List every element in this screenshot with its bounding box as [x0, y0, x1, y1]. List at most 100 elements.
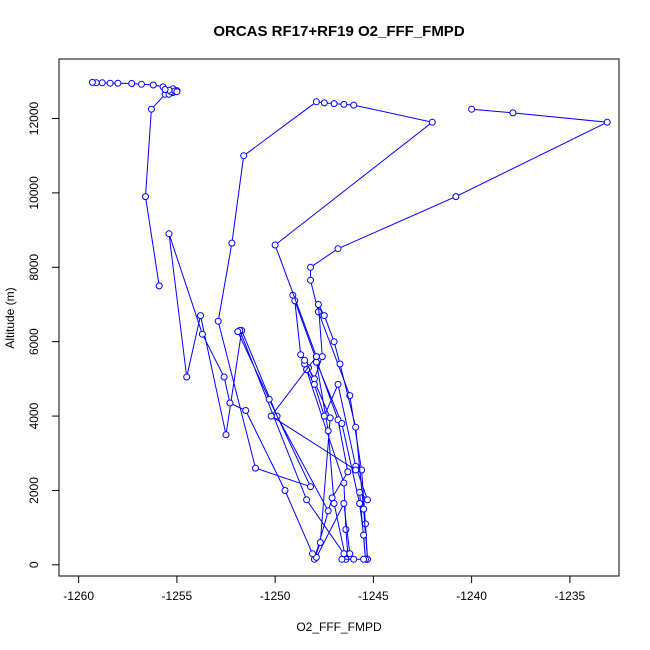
series-line — [217, 101, 434, 554]
data-point — [452, 193, 460, 201]
data-point — [326, 414, 334, 422]
series-1 — [307, 105, 611, 563]
data-point — [98, 79, 106, 87]
y-tick-label: 4000 — [27, 402, 41, 429]
data-point — [307, 483, 314, 491]
data-point — [509, 109, 517, 117]
data-point — [220, 373, 228, 381]
data-point — [318, 353, 326, 361]
data-point — [344, 468, 352, 476]
y-axis: 0 2000 4000 6000 8000 10000 12000 — [27, 102, 60, 568]
data-point — [342, 526, 350, 533]
data-point — [307, 276, 314, 284]
data-point — [310, 380, 318, 388]
data-point — [155, 282, 163, 290]
data-point — [267, 412, 275, 420]
y-tick-label: 10000 — [27, 176, 41, 210]
data-point — [252, 464, 259, 472]
y-axis-label: Altitude (m) — [3, 287, 17, 348]
data-point — [234, 328, 242, 336]
y-tick-label: 2000 — [27, 477, 41, 504]
series-2 — [289, 291, 371, 563]
series-line — [310, 108, 609, 560]
data-point — [336, 360, 344, 368]
data-point — [360, 531, 368, 539]
y-tick-label: 8000 — [27, 254, 41, 281]
data-point — [356, 500, 364, 507]
plot-frame — [58, 58, 620, 577]
data-point — [173, 88, 181, 96]
data-point — [312, 98, 320, 106]
data-point — [314, 301, 322, 308]
data-point — [149, 81, 157, 89]
data-point — [360, 505, 368, 513]
x-axis-label: O2_FFF_FMPD — [296, 620, 382, 634]
data-point — [242, 407, 250, 414]
y-tick-label: 0 — [27, 561, 41, 568]
data-point — [303, 496, 311, 504]
data-point — [350, 555, 358, 563]
x-tick-label: -1260 — [63, 589, 94, 603]
data-point — [364, 496, 371, 504]
data-point — [330, 500, 338, 507]
data-point — [350, 101, 358, 109]
data-point — [362, 520, 369, 528]
data-point — [309, 550, 316, 558]
y-tick-label: 6000 — [27, 328, 41, 355]
data-point — [142, 193, 149, 201]
data-point — [312, 353, 320, 361]
data-point — [468, 105, 476, 113]
data-point — [183, 373, 191, 381]
chart-title: ORCAS RF17+RF19 O2_FFF_FMPD — [213, 23, 464, 40]
series-4 — [214, 98, 436, 558]
data-point — [340, 550, 348, 558]
data-point — [340, 500, 348, 507]
x-tick-label: -1240 — [456, 589, 487, 603]
series-6 — [161, 86, 181, 98]
data-point — [356, 488, 364, 496]
data-point — [265, 395, 273, 403]
data-point — [338, 420, 346, 427]
data-series-layer — [88, 78, 611, 563]
data-point — [197, 312, 204, 320]
data-point — [330, 100, 338, 108]
data-point — [114, 79, 122, 87]
data-point — [346, 550, 354, 558]
data-point — [240, 152, 248, 160]
series-line — [92, 81, 179, 286]
data-point — [338, 555, 346, 563]
data-point — [161, 86, 169, 93]
data-point — [428, 118, 436, 126]
data-point — [222, 431, 230, 439]
x-tick-label: -1235 — [555, 589, 586, 603]
data-point — [226, 399, 234, 407]
data-point — [297, 351, 305, 359]
data-point — [330, 338, 338, 346]
data-point — [138, 80, 145, 88]
data-point — [147, 105, 155, 113]
data-point — [334, 380, 342, 388]
data-point — [340, 100, 348, 108]
data-point — [214, 317, 222, 325]
data-point — [316, 539, 324, 546]
data-point — [88, 78, 96, 86]
data-point — [128, 80, 136, 87]
data-point — [301, 356, 309, 364]
data-point — [324, 427, 332, 435]
data-point — [228, 239, 236, 247]
x-tick-label: -1255 — [162, 589, 193, 603]
data-point — [340, 479, 348, 487]
data-point — [603, 118, 611, 126]
data-point — [165, 230, 173, 238]
data-point — [320, 99, 328, 107]
data-point — [352, 423, 360, 431]
x-tick-label: -1250 — [260, 589, 291, 603]
data-point — [271, 241, 279, 249]
x-tick-label: -1245 — [358, 589, 389, 603]
data-point — [324, 507, 332, 515]
y-tick-label: 12000 — [27, 102, 41, 136]
data-point — [360, 555, 368, 563]
data-point — [328, 494, 336, 502]
data-point — [320, 412, 328, 420]
